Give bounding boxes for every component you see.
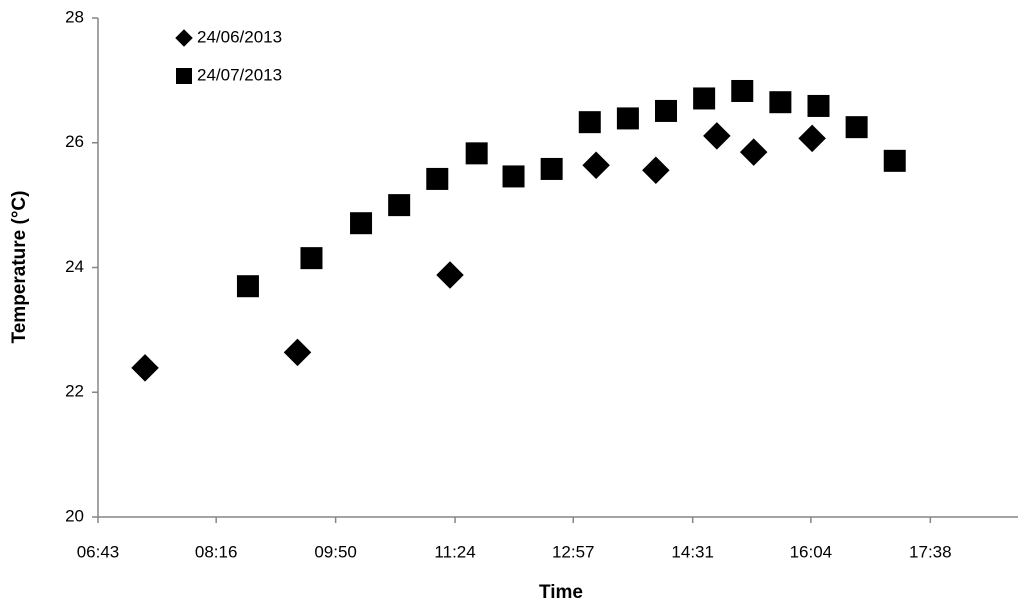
marker	[426, 167, 449, 190]
marker	[465, 142, 488, 165]
x-tick-label: 06:43	[77, 542, 120, 561]
y-tick-label: 20	[65, 506, 84, 525]
x-tick-label: 16:04	[790, 542, 833, 561]
x-tick-label: 14:31	[671, 542, 714, 561]
marker	[236, 275, 259, 298]
marker	[731, 79, 754, 102]
y-tick-label: 26	[65, 132, 84, 151]
y-tick-label: 22	[65, 382, 84, 401]
x-tick-label: 11:24	[434, 542, 475, 561]
marker	[655, 99, 678, 122]
marker	[616, 107, 639, 130]
marker	[693, 87, 716, 110]
marker	[739, 138, 768, 166]
x-tick-label: 08:16	[195, 542, 238, 561]
marker	[883, 149, 906, 172]
legend-marker	[175, 29, 193, 47]
legend-label: 24/06/2013	[197, 27, 282, 46]
y-tick-label: 24	[65, 257, 84, 276]
marker	[436, 261, 464, 289]
x-tick-label: 17:38	[909, 542, 952, 561]
marker	[300, 247, 323, 270]
marker	[582, 151, 610, 179]
legend-marker	[176, 68, 192, 84]
marker	[642, 156, 670, 184]
x-tick-label: 12:57	[552, 542, 595, 561]
marker	[845, 116, 868, 139]
marker	[578, 111, 601, 134]
y-tick-label: 28	[65, 7, 84, 26]
marker	[283, 338, 312, 367]
legend-label: 24/07/2013	[197, 65, 282, 84]
y-axis-title: Temperature (°C)	[9, 191, 30, 344]
marker	[388, 194, 411, 217]
marker	[798, 124, 826, 153]
x-tick-label: 09:50	[314, 542, 357, 561]
marker	[703, 122, 731, 150]
marker	[350, 212, 373, 235]
marker	[769, 91, 792, 114]
marker	[540, 157, 563, 180]
marker	[807, 94, 830, 117]
marker	[131, 354, 159, 382]
x-axis-title: Time	[539, 582, 583, 603]
marker	[502, 165, 525, 188]
